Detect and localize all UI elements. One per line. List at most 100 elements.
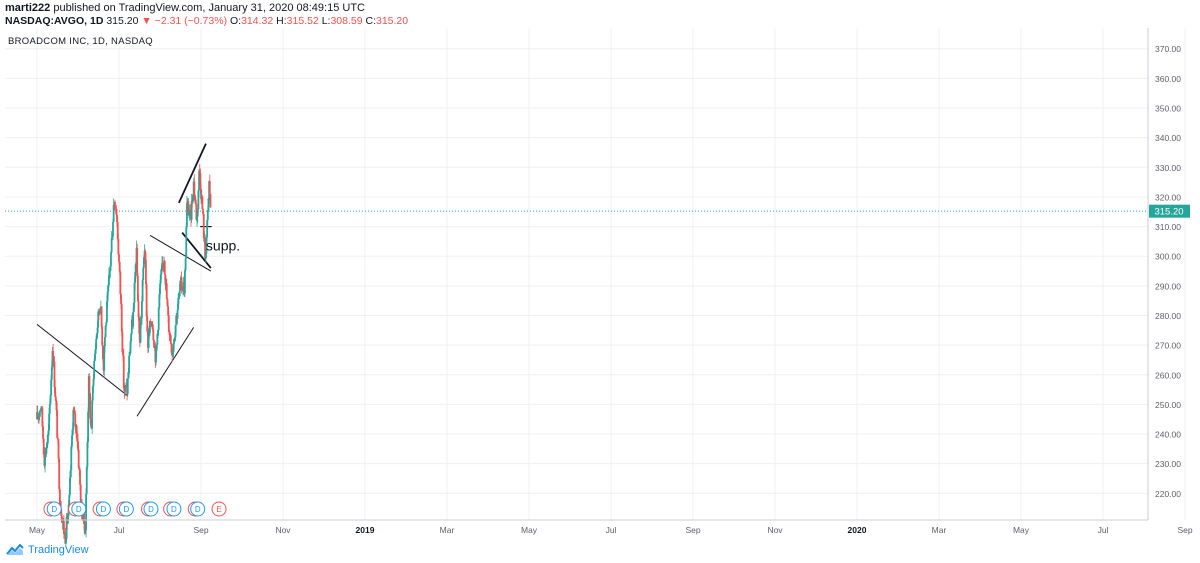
time-tick-label: Sep: [193, 525, 208, 535]
last-price-box: [1149, 204, 1190, 218]
candle-body: [132, 302, 135, 312]
candle-body: [179, 281, 182, 292]
candle-body: [169, 335, 172, 344]
candle-body: [146, 316, 149, 332]
candle-body: [44, 451, 46, 466]
candle-body: [184, 270, 186, 294]
candle-body: [74, 413, 77, 427]
dividend-marker: [118, 501, 134, 517]
candle-body: [148, 332, 151, 334]
open-label: O:: [230, 15, 242, 27]
dividend-marker: [46, 501, 62, 517]
candle-body: [118, 254, 120, 262]
candle-body: [106, 301, 108, 323]
candle-body: [176, 309, 179, 319]
candle-body: [93, 354, 96, 362]
candle-body: [60, 508, 63, 516]
candle-body: [114, 201, 116, 210]
candle-body: [39, 410, 42, 412]
candle-body: [196, 216, 198, 220]
candle-body: [77, 441, 79, 450]
time-tick-label: 2019: [356, 525, 375, 535]
candle-body: [107, 285, 110, 292]
low-value: 308.59: [330, 15, 363, 27]
candle-body: [120, 294, 122, 305]
candle-body: [58, 489, 61, 506]
price-tick-label: 360.00: [1155, 74, 1181, 84]
candle-body: [114, 209, 117, 211]
candle-body: [204, 237, 206, 259]
candle-body: [130, 333, 133, 342]
price-tick-label: 370.00: [1155, 44, 1181, 54]
candle-body: [169, 334, 172, 336]
candle-body: [79, 484, 82, 505]
candle-body: [97, 311, 100, 328]
price-tick-label: 220.00: [1155, 489, 1181, 499]
candle-body: [173, 340, 176, 344]
candle-body: [174, 325, 177, 338]
candle-body: [69, 469, 72, 478]
candle-body: [38, 416, 40, 418]
candle-body: [100, 306, 103, 327]
earnings-marker-label: E: [216, 505, 221, 514]
author-name[interactable]: marti222: [5, 2, 51, 14]
publish-line: marti222 published on TradingView.com, J…: [5, 2, 365, 14]
price-tick-label: 260.00: [1155, 370, 1181, 380]
candle-body: [168, 331, 171, 335]
candle-body: [170, 343, 173, 353]
candle-body: [141, 279, 144, 302]
candle-body: [197, 190, 200, 210]
high-value: 315.52: [286, 15, 319, 27]
candle-body: [171, 352, 174, 355]
candle-body: [87, 376, 90, 412]
candle-body: [130, 319, 133, 334]
candle-body: [110, 238, 113, 253]
candle-body: [175, 315, 178, 326]
candle-body: [96, 327, 99, 334]
candle-body: [149, 320, 151, 333]
dividend-marker-label: D: [195, 505, 201, 514]
earnings-marker: [211, 501, 227, 517]
candle-body: [159, 274, 162, 284]
candle-body: [177, 294, 180, 299]
chart-title: BROADCOM INC, 1D, NASDAQ: [8, 36, 153, 47]
dividend-marker-label: D: [148, 505, 154, 514]
candle-body: [65, 516, 68, 539]
candle-body: [192, 197, 194, 202]
time-axis[interactable]: May Jul Sep Nov 2019 Mar May Jul Sep Nov 2020 Mar Ma…: [29, 525, 1193, 535]
candle-body: [88, 376, 91, 394]
candle-body: [54, 396, 57, 402]
dividend-marker-label: D: [76, 505, 82, 514]
candle-body: [116, 222, 119, 239]
dividend-marker: [190, 501, 206, 517]
tradingview-footer[interactable]: TradingView: [6, 544, 89, 556]
price-axis[interactable]: 370.00 360.00 350.00 340.00 330.00 320.00 310.…: [1155, 44, 1181, 499]
candle-body: [73, 409, 75, 412]
candle-body: [204, 253, 207, 259]
candle-body: [55, 401, 58, 411]
candle-body: [92, 378, 95, 387]
candle-body: [161, 263, 164, 265]
candle-body: [127, 373, 130, 379]
time-tick-label: Sep: [1177, 525, 1192, 535]
candle-body: [101, 326, 104, 346]
candle-body: [42, 426, 44, 439]
candle-body: [38, 411, 41, 417]
candle-body: [112, 222, 114, 237]
candle-body: [84, 530, 87, 534]
candle-body: [75, 425, 78, 438]
candle-body: [172, 343, 175, 353]
candle-body: [70, 446, 73, 470]
candle-body: [178, 291, 181, 295]
candle-body: [49, 395, 52, 405]
candle-body: [140, 301, 143, 319]
candle-body: [65, 538, 67, 544]
candle-body: [46, 434, 49, 445]
candle-body: [139, 323, 142, 343]
candle-body: [137, 301, 140, 318]
candle-body: [157, 307, 160, 331]
trendline: [136, 327, 195, 417]
candle-body: [124, 385, 126, 392]
time-tick-label: May: [1013, 525, 1030, 535]
